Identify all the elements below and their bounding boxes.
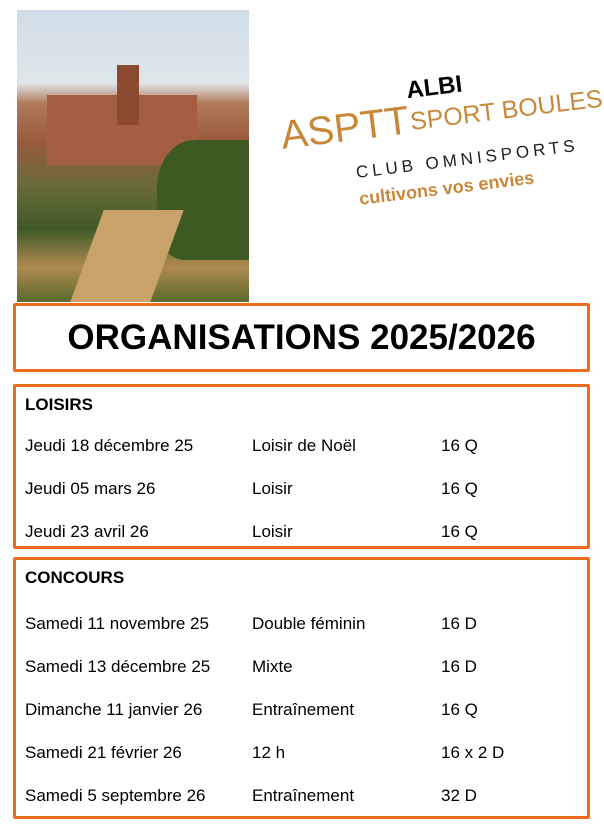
event-row: Dimanche 11 janvier 26 Entraînement 16 Q [25,700,585,720]
event-format: 16 Q [441,436,478,455]
event-format: 16 D [441,657,477,676]
event-event: Mixte [252,657,293,676]
event-event: Entraînement [252,700,355,719]
event-event: Entraînement [252,786,355,805]
event-format: 16 Q [441,522,478,541]
concours-section: CONCOURS Samedi 11 novembre 25 Double fém… [13,557,590,819]
event-row: Samedi 11 novembre 25 Double féminin 16 D [25,614,585,634]
event-date: Dimanche 11 janvier 26 [25,700,203,719]
albi-city-photo [17,10,249,302]
event-row: Jeudi 18 décembre 25 Loisir de Noël 16 Q [25,436,585,456]
event-format: 16 D [441,614,477,633]
event-format: 32 D [441,786,477,805]
section-heading: CONCOURS [25,568,125,587]
event-event: Loisir [252,522,293,541]
event-row: Jeudi 23 avril 26 Loisir 16 Q [25,522,585,542]
asptt-logo: ASPTT ALBI SPORT BOULES CLUB OMNISPORTS … [273,47,604,235]
event-event: Double féminin [252,614,366,633]
event-event: Loisir de Noël [252,436,356,455]
event-format: 16 x 2 D [441,743,505,762]
event-date: Samedi 5 septembre 26 [25,786,206,805]
logo-albi: ALBI [404,70,464,105]
event-format: 16 Q [441,479,478,498]
event-row: Samedi 21 février 26 12 h 16 x 2 D [25,743,585,763]
logo-asptt: ASPTT [278,98,412,158]
page-title: ORGANISATIONS 2025/2026 [13,303,590,372]
event-date: Jeudi 05 mars 26 [25,479,156,498]
event-event: 12 h [252,743,286,762]
event-event: Loisir [252,479,293,498]
event-date: Jeudi 18 décembre 25 [25,436,194,455]
event-date: Samedi 13 décembre 25 [25,657,211,676]
event-row: Samedi 13 décembre 25 Mixte 16 D [25,657,585,677]
section-heading: LOISIRS [25,395,94,414]
event-format: 16 Q [441,700,478,719]
event-row: Samedi 5 septembre 26 Entraînement 32 D [25,786,585,806]
event-date: Jeudi 23 avril 26 [25,522,149,541]
event-date: Samedi 11 novembre 25 [25,614,209,633]
event-row: Jeudi 05 mars 26 Loisir 16 Q [25,479,585,499]
event-date: Samedi 21 février 26 [25,743,182,762]
loisirs-section: LOISIRS Jeudi 18 décembre 25 Loisir de No… [13,384,590,549]
